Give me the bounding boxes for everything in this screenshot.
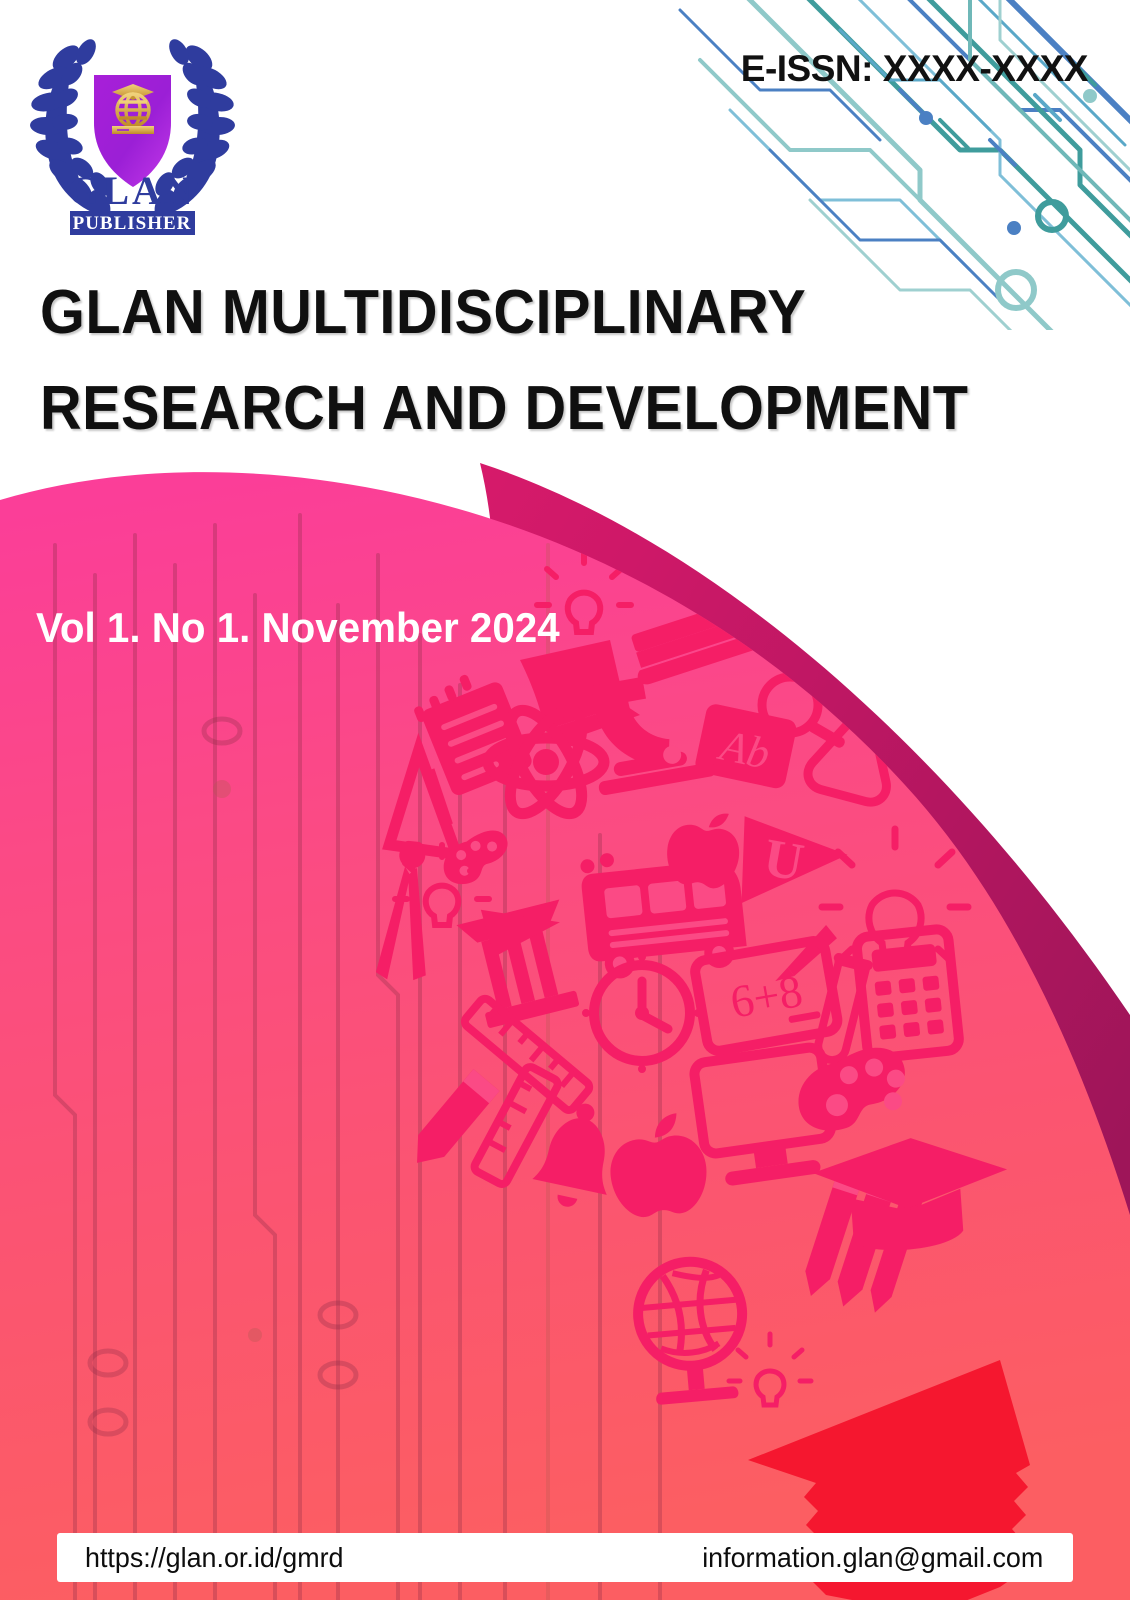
- eissn-label: E-ISSN: XXXX-XXXX: [740, 48, 1089, 89]
- logo-name-top: GLAN: [68, 168, 196, 213]
- lightbulb-icon-collage: Ab: [375, 548, 1030, 1600]
- circuit-decoration-top-right: [678, 0, 1130, 330]
- title-line-1: GLAN MULTIDISCIPLINARY: [40, 278, 807, 347]
- issue-label: Vol 1. No 1. November 2024: [36, 604, 560, 651]
- footer-bar: https://glan.or.id/gmrd information.glan…: [57, 1533, 1073, 1582]
- cover-artwork-area: Ab: [0, 455, 1130, 1600]
- journal-title: GLAN MULTIDISCIPLINARY RESEARCH AND DEVE…: [0, 282, 1130, 440]
- publisher-logo: GLAN PUBLISHER: [20, 18, 245, 243]
- circuit-decoration-pink: [53, 513, 662, 1600]
- graduation-cap-globe-book-icon: [112, 84, 154, 134]
- circuit-node-dot: [919, 111, 933, 125]
- title-line-2: RESEARCH AND DEVELOPMENT: [40, 374, 969, 443]
- journal-email-link[interactable]: information.glan@gmail.com: [701, 1541, 1043, 1573]
- logo-name-bar: [70, 211, 195, 235]
- circuit-dots-pink: [213, 780, 262, 1342]
- circuit-nodes-pink: [87, 716, 359, 1437]
- journal-website-link[interactable]: https://glan.or.id/gmrd: [85, 1541, 344, 1573]
- logo-name-bottom: PUBLISHER: [73, 213, 192, 234]
